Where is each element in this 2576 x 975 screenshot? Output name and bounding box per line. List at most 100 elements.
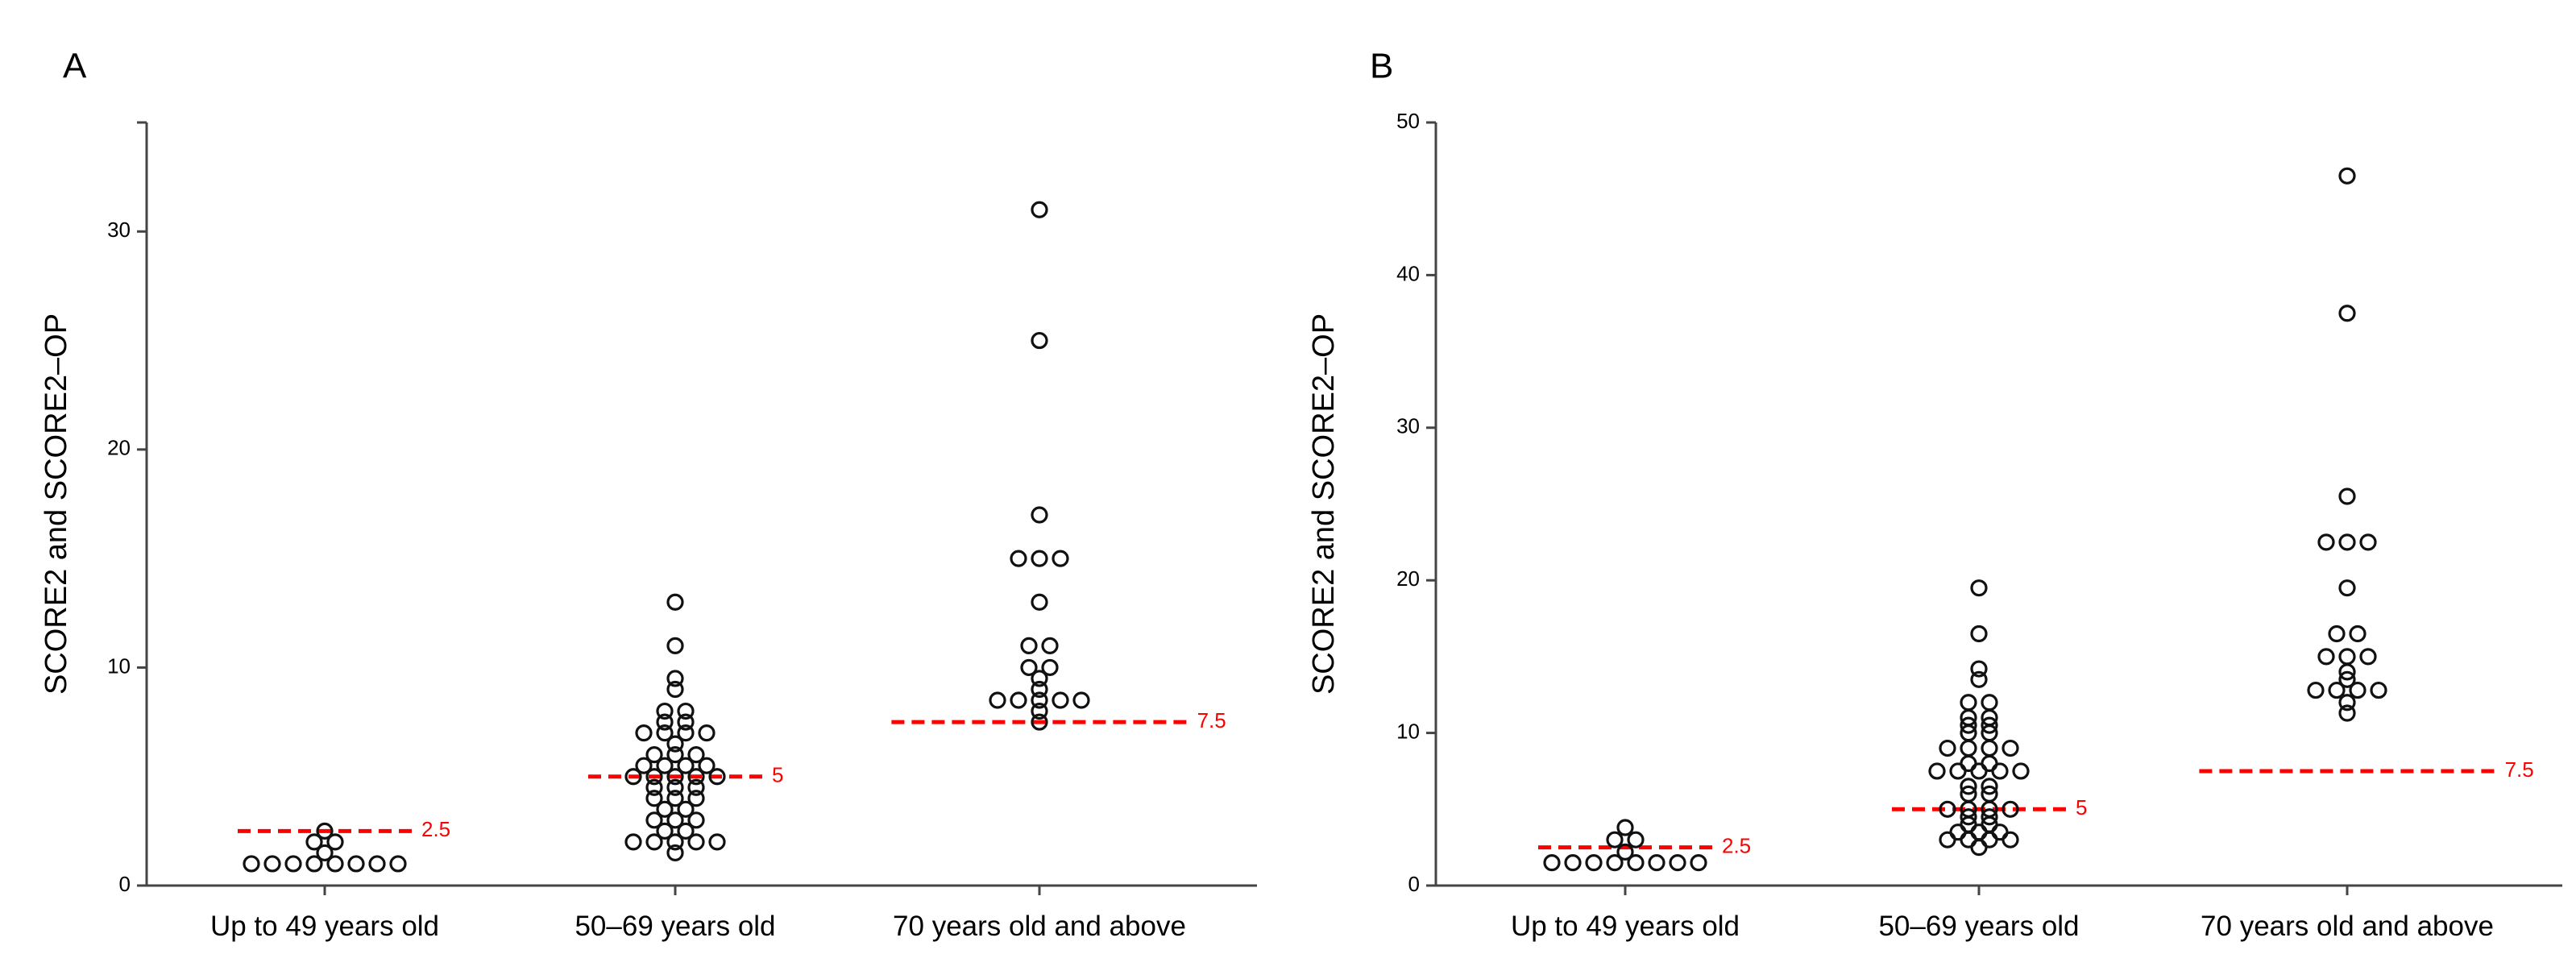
data-point	[2001, 831, 2019, 848]
data-point	[347, 855, 365, 873]
data-point	[368, 855, 386, 873]
data-point	[666, 833, 684, 851]
data-point	[1970, 762, 1988, 780]
data-point	[1960, 808, 1977, 826]
data-point	[1981, 778, 1998, 795]
data-point	[677, 724, 695, 742]
data-point	[263, 855, 281, 873]
data-point	[1616, 843, 1634, 861]
data-point	[2338, 167, 2356, 185]
data-point	[326, 833, 344, 851]
data-point	[1960, 694, 1977, 712]
data-point	[1970, 624, 1988, 643]
data-point	[645, 768, 663, 786]
data-point	[1020, 658, 1038, 677]
data-point	[635, 757, 653, 774]
data-point	[1949, 762, 1967, 780]
data-point	[305, 833, 323, 851]
data-point	[1031, 713, 1048, 731]
x-tick-label: Up to 49 years old	[1511, 911, 1740, 942]
panel-label: A	[63, 47, 87, 86]
y-tick-label: 30	[1396, 414, 1420, 438]
data-point	[1041, 658, 1059, 677]
data-point	[2359, 648, 2377, 666]
data-point	[1970, 670, 1988, 688]
data-point	[656, 800, 674, 818]
data-point	[1564, 853, 1582, 872]
data-point	[1031, 331, 1048, 350]
data-point	[2012, 762, 2030, 780]
data-point	[1928, 762, 1946, 780]
data-point	[666, 637, 684, 654]
x-tick-label: 50–69 years old	[1878, 911, 2079, 942]
data-point	[645, 811, 663, 829]
data-point	[2370, 681, 2387, 699]
data-point	[2349, 624, 2367, 643]
data-point	[645, 833, 663, 851]
data-point	[2001, 739, 2019, 757]
data-point	[624, 833, 642, 851]
data-point	[687, 746, 705, 764]
data-point	[1939, 739, 1956, 757]
data-point	[2349, 681, 2367, 699]
data-point	[2307, 681, 2325, 699]
y-tick-label: 50	[1396, 109, 1420, 133]
data-point	[326, 855, 344, 873]
data-point	[1031, 670, 1048, 687]
threshold-label: 2.5	[421, 817, 450, 841]
threshold-label: 2.5	[1722, 834, 1751, 858]
data-point	[316, 822, 334, 840]
data-point	[1960, 739, 1977, 757]
data-point	[677, 822, 695, 840]
x-tick-label: 50–69 years old	[575, 911, 775, 942]
x-tick-label: 70 years old and above	[2201, 911, 2494, 942]
data-point	[1031, 506, 1048, 524]
panel-a: A 0 10 20 30 SCORE2 and SCORE2–OP Up to 49 yea…	[39, 47, 1257, 942]
data-point	[666, 844, 684, 862]
data-point	[687, 768, 705, 786]
data-point	[656, 724, 674, 742]
data-point	[2338, 694, 2356, 712]
data-point	[656, 757, 674, 774]
data-point	[645, 778, 663, 796]
data-point	[1031, 702, 1048, 720]
data-point	[2338, 305, 2356, 322]
data-point	[666, 811, 684, 829]
data-point	[1031, 593, 1048, 611]
data-point	[1585, 853, 1603, 872]
data-point	[677, 713, 695, 731]
data-point	[687, 833, 705, 851]
data-point	[698, 724, 716, 742]
data-point	[666, 768, 684, 786]
data-point	[1031, 550, 1048, 567]
data-point	[2328, 681, 2346, 699]
data-point	[1939, 831, 1956, 848]
data-point	[1690, 853, 1707, 872]
data-point	[677, 757, 695, 774]
data-point	[1939, 800, 1956, 818]
data-point	[1981, 808, 1998, 826]
data-point	[666, 735, 684, 753]
data-point	[687, 778, 705, 796]
data-point	[2338, 488, 2356, 505]
data-point	[2328, 624, 2346, 643]
y-axis-title: SCORE2 and SCORE2–OP	[39, 313, 73, 695]
y-axis-title: SCORE2 and SCORE2–OP	[1307, 313, 1341, 695]
data-point	[1970, 660, 1988, 678]
data-point	[666, 670, 684, 687]
panel-b: B 0 10 20 30 40 50 SCORE2 and SCORE2–OP Up to 49…	[1307, 47, 2562, 942]
data-point	[1960, 716, 1977, 734]
data-point	[677, 800, 695, 818]
data-point	[989, 691, 1006, 709]
data-point	[666, 680, 684, 699]
threshold-label: 7.5	[2505, 757, 2534, 782]
data-point	[1072, 691, 1090, 709]
y-tick-label: 10	[1396, 719, 1420, 743]
data-point	[1052, 550, 1069, 567]
data-point	[687, 790, 705, 807]
data-point	[2338, 648, 2356, 666]
data-point	[2338, 670, 2356, 688]
data-point	[666, 746, 684, 764]
y-tick-label: 30	[107, 218, 131, 242]
data-point	[1041, 637, 1059, 654]
